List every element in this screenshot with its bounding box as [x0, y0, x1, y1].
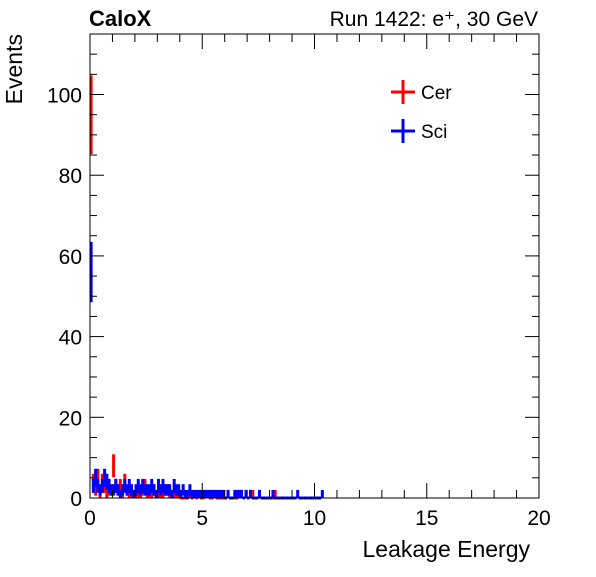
x-tick-label: 15	[415, 507, 438, 530]
bin-sci	[320, 489, 324, 498]
y-tick-label: 80	[59, 165, 82, 188]
bin-sci	[257, 489, 261, 498]
bin-sci	[226, 489, 230, 498]
legend-entry-cer: Cer	[391, 80, 452, 104]
run-label: Run 1422: e⁺, 30 GeV	[330, 8, 538, 31]
bin-sci	[170, 489, 174, 498]
x-tick-label: 10	[303, 507, 326, 530]
plot-frame	[89, 33, 540, 499]
bin-sci	[271, 489, 275, 498]
y-tick-label: 0	[70, 488, 82, 511]
legend-entry-sci: Sci	[391, 119, 447, 143]
legend-label: Sci	[421, 122, 447, 143]
bin-sci	[240, 489, 244, 498]
series-sci	[89, 241, 324, 500]
y-axis-title: Events	[1, 34, 27, 104]
legend-label: Cer	[421, 83, 452, 104]
axes-layer: 0 5 10 15 20 0 20 40 60 80 100	[47, 33, 551, 530]
y-tick-label: 20	[59, 407, 82, 430]
bin-sci	[249, 489, 253, 498]
y-tick-label: 40	[59, 327, 82, 350]
data-layer	[89, 75, 324, 500]
experiment-label: CaloX	[89, 6, 152, 31]
legend: Cer Sci	[391, 80, 452, 143]
y-tick-label: 60	[59, 246, 82, 269]
bin-cer	[112, 454, 116, 478]
bin-sci	[296, 489, 300, 498]
x-tick-label: 5	[196, 507, 208, 530]
y-tick-label: 100	[47, 85, 82, 108]
series-cer	[89, 75, 277, 500]
x-tick-label: 0	[84, 507, 96, 530]
x-tick-label: 20	[527, 507, 550, 530]
x-axis-title: Leakage Energy	[362, 536, 530, 562]
